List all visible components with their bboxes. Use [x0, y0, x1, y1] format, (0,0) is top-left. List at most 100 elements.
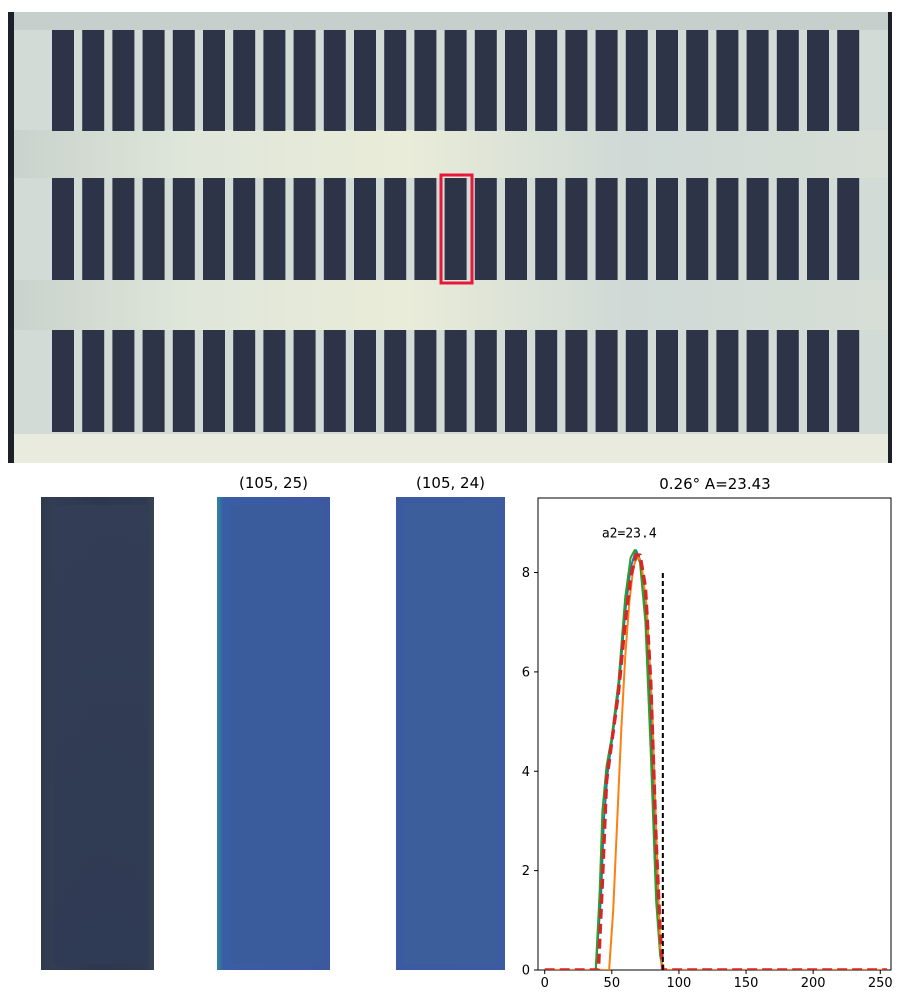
well-slot	[837, 330, 860, 432]
crop-map-2	[396, 497, 505, 970]
selection-highlight	[439, 173, 474, 285]
well-slot	[52, 178, 74, 280]
well-slot	[746, 178, 769, 280]
well-slot	[505, 330, 527, 432]
well-slot	[82, 178, 105, 280]
well-slot	[323, 30, 346, 131]
well-slot	[535, 330, 558, 432]
well-slot	[686, 330, 709, 432]
well-slot	[625, 30, 648, 131]
well-slot	[142, 330, 165, 432]
well-slot	[414, 330, 437, 432]
profile-chart: 0.26° A=23.43 0 50 100 150 200 250 0 2 4 6 8 a2=23.…	[522, 475, 893, 991]
well-slot	[263, 178, 286, 280]
well-slot	[595, 178, 618, 280]
well-slot	[384, 30, 407, 131]
well-slot	[52, 330, 74, 432]
well-slot	[172, 178, 195, 280]
well-slot	[716, 330, 739, 432]
well-slot	[293, 178, 316, 280]
well-slot	[656, 330, 678, 432]
crop2-title: (105, 24)	[416, 474, 485, 492]
x-tick-label: 150	[734, 976, 759, 991]
well-slot	[384, 178, 407, 280]
well-slot	[263, 30, 286, 131]
chart-title: 0.26° A=23.43	[659, 475, 770, 493]
crop-map-1	[217, 497, 330, 970]
crop-raw-image	[41, 497, 154, 970]
well-slot	[625, 178, 648, 280]
well-slot	[716, 178, 739, 280]
well-slot	[746, 330, 769, 432]
well-slot	[112, 30, 135, 131]
tray-photo	[8, 12, 892, 463]
well-slot	[595, 30, 618, 131]
well-slot	[565, 30, 588, 131]
y-tick-label: 0	[522, 964, 530, 979]
well-slot	[384, 330, 407, 432]
well-slot	[233, 30, 256, 131]
well-slot	[837, 178, 860, 280]
y-tick-label: 8	[522, 566, 530, 581]
well-slot	[263, 330, 286, 432]
well-slot	[625, 330, 648, 432]
well-slot	[776, 330, 799, 432]
well-slot	[444, 178, 467, 280]
well-slot	[82, 330, 105, 432]
well-slot	[535, 30, 558, 131]
crop1-title: (105, 25)	[239, 474, 308, 492]
well-slot	[203, 330, 225, 432]
well-slot	[505, 30, 527, 131]
well-slot	[837, 30, 860, 131]
peak-annotation: a2=23.4	[602, 527, 657, 542]
y-tick-label: 6	[522, 665, 530, 680]
well-slot	[414, 178, 437, 280]
well-slot	[474, 178, 497, 280]
well-slot	[354, 330, 376, 432]
y-tick-label: 4	[522, 765, 530, 780]
well-slot	[293, 330, 316, 432]
well-slot	[716, 30, 739, 131]
well-slot	[323, 178, 346, 280]
well-slot	[52, 30, 74, 131]
well-slot	[142, 30, 165, 131]
x-tick-label: 50	[604, 976, 621, 991]
well-slot	[82, 30, 105, 131]
well-slot	[776, 30, 799, 131]
series-line-green	[544, 549, 887, 970]
well-grid	[52, 30, 860, 432]
well-slot	[686, 178, 709, 280]
well-slot	[595, 330, 618, 432]
well-slot	[746, 30, 769, 131]
series-line-red_dashed	[544, 553, 887, 970]
x-tick-label: 0	[541, 976, 549, 991]
well-slot	[656, 30, 678, 131]
well-slot	[474, 330, 497, 432]
well-slot	[323, 330, 346, 432]
well-slot	[505, 178, 527, 280]
well-slot	[656, 178, 678, 280]
y-tick-label: 2	[522, 864, 530, 879]
well-slot	[233, 178, 256, 280]
x-tick-label: 250	[868, 976, 893, 991]
well-slot	[203, 178, 225, 280]
well-slot	[444, 30, 467, 131]
well-slot	[203, 30, 225, 131]
well-slot	[172, 330, 195, 432]
x-tick-label: 200	[801, 976, 826, 991]
well-slot	[807, 30, 829, 131]
well-slot	[112, 178, 135, 280]
well-slot	[354, 178, 376, 280]
x-tick-label: 100	[667, 976, 692, 991]
well-slot	[686, 30, 709, 131]
well-slot	[565, 178, 588, 280]
well-slot	[112, 330, 135, 432]
well-slot	[776, 178, 799, 280]
plot-frame	[537, 497, 892, 971]
well-slot	[233, 330, 256, 432]
well-slot	[807, 330, 829, 432]
well-slot	[142, 178, 165, 280]
well-slot	[444, 330, 467, 432]
well-slot	[414, 30, 437, 131]
well-slot	[172, 30, 195, 131]
